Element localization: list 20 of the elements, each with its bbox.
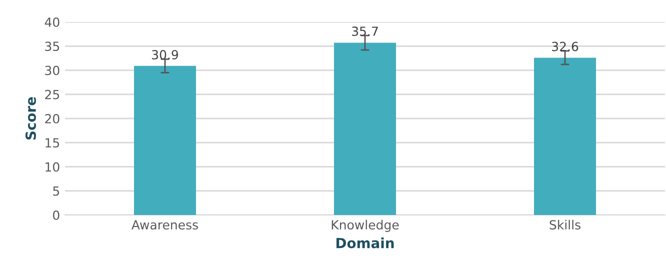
y-axis-title: Score <box>25 97 36 140</box>
y-tick-label: 30 <box>45 66 60 76</box>
bar <box>534 58 596 215</box>
y-tick-label: 40 <box>44 17 60 27</box>
x-tick-label: Skills <box>550 220 580 230</box>
x-tick-label: Knowledge <box>332 220 399 232</box>
y-tick-label: 25 <box>45 90 60 100</box>
data-label: 32.6 <box>552 42 578 52</box>
y-tick-label: 35 <box>45 42 60 52</box>
x-tick-label: Awareness <box>132 220 198 230</box>
y-tick-label: 15 <box>46 138 60 148</box>
x-axis-title: Domain <box>336 238 394 248</box>
y-tick-label: 10 <box>46 162 60 172</box>
data-label: 35.7 <box>352 26 378 36</box>
bar <box>134 66 196 215</box>
y-tick-label: 5 <box>53 186 60 196</box>
y-tick-label: 20 <box>45 114 60 124</box>
y-tick-label: 0 <box>53 210 60 220</box>
bar <box>334 42 396 215</box>
data-label: 30.9 <box>152 50 178 60</box>
